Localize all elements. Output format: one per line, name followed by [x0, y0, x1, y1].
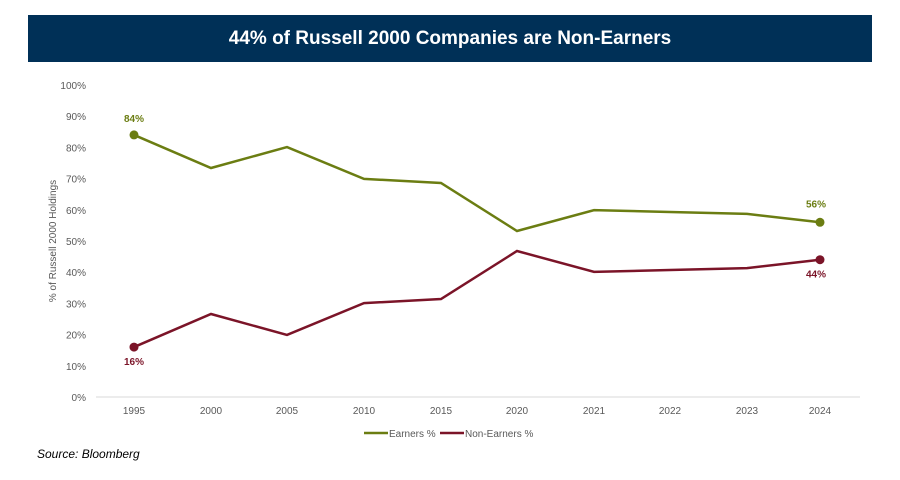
- y-tick-label: 0%: [72, 393, 87, 404]
- y-tick-label: 10%: [66, 362, 86, 373]
- data-label: 44%: [806, 270, 826, 281]
- x-tick-label: 2000: [200, 406, 223, 417]
- data-label: 16%: [124, 357, 144, 368]
- y-tick-label: 50%: [66, 237, 86, 248]
- y-tick-label: 70%: [66, 175, 86, 186]
- series-line-1: [133, 249, 821, 349]
- x-tick-label: 2005: [276, 406, 299, 417]
- y-tick-label: 90%: [66, 112, 86, 123]
- y-tick-label: 100%: [60, 81, 86, 92]
- data-point-marker: [815, 255, 825, 265]
- legend-label: Earners %: [389, 429, 436, 440]
- data-label: 84%: [124, 114, 144, 125]
- x-tick-label: 1995: [123, 406, 146, 417]
- data-label: 56%: [806, 199, 826, 210]
- data-point-marker: [815, 217, 825, 227]
- y-tick-label: 40%: [66, 268, 86, 279]
- x-tick-label: 2021: [583, 406, 606, 417]
- x-tick-label: 2023: [736, 406, 759, 417]
- y-axis-label: % of Russell 2000 Holdings: [48, 180, 59, 302]
- source-note: Source: Bloomberg: [37, 447, 140, 461]
- y-tick-label: 80%: [66, 143, 86, 154]
- series-line-0: [133, 133, 821, 233]
- chart-title: 44% of Russell 2000 Companies are Non-Ea…: [28, 15, 872, 62]
- x-tick-label: 2020: [506, 406, 529, 417]
- legend-label: Non-Earners %: [465, 429, 533, 440]
- data-point-marker: [129, 342, 139, 352]
- x-tick-label: 2024: [809, 406, 832, 417]
- y-tick-label: 60%: [66, 206, 86, 217]
- x-tick-label: 2015: [430, 406, 453, 417]
- y-tick-label: 20%: [66, 331, 86, 342]
- y-tick-label: 30%: [66, 299, 86, 310]
- data-point-marker: [129, 130, 139, 140]
- x-tick-label: 2010: [353, 406, 376, 417]
- x-tick-label: 2022: [659, 406, 682, 417]
